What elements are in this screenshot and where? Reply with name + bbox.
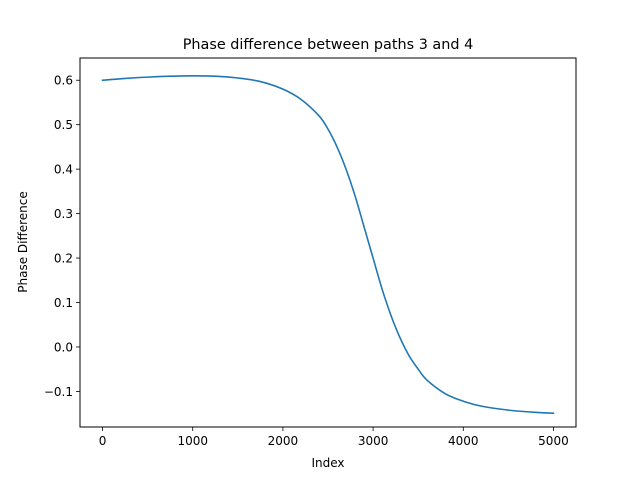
x-axis: 0 1000 2000 3000 4000 5000 [99, 427, 569, 448]
y-axis: −0.1 0.0 0.1 0.2 0.3 0.4 0.5 0.6 [44, 74, 80, 399]
y-tick-label: 0.6 [54, 74, 73, 88]
y-tick-label: 0.1 [54, 296, 73, 310]
x-axis-label: Index [311, 456, 344, 470]
y-tick-label: 0.4 [54, 163, 73, 177]
y-tick-label: 0.3 [54, 207, 73, 221]
x-tick-label: 0 [99, 434, 107, 448]
y-tick-label: −0.1 [44, 385, 73, 399]
x-tick-label: 3000 [358, 434, 389, 448]
x-tick-label: 5000 [538, 434, 569, 448]
chart-title: Phase difference between paths 3 and 4 [183, 37, 473, 53]
y-tick-label: 0.0 [54, 340, 73, 354]
x-tick-label: 4000 [448, 434, 479, 448]
y-tick-label: 0.2 [54, 252, 73, 266]
x-tick-label: 1000 [177, 434, 208, 448]
x-tick-label: 2000 [268, 434, 299, 448]
series-line [101, 74, 555, 415]
plot-area [101, 74, 555, 415]
y-tick-label: 0.5 [54, 118, 73, 132]
y-axis-label: Phase Difference [16, 191, 30, 293]
axes-frame [79, 57, 577, 428]
